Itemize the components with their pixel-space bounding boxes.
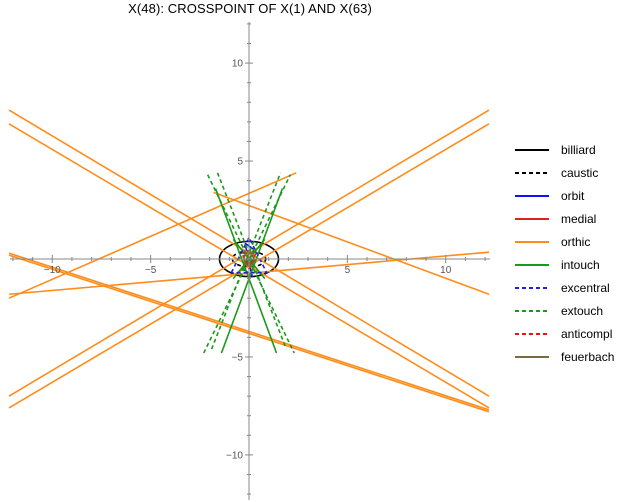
series-extouch-line-3	[210, 172, 282, 350]
legend-swatch	[515, 332, 549, 335]
series-intouch-line-0	[214, 188, 278, 354]
legend-swatch	[515, 286, 549, 289]
series-intouch-line-1	[220, 188, 284, 354]
series-anticompl-line-0	[241, 252, 258, 271]
legend-swatch	[515, 355, 549, 358]
x-tick-label: 10	[440, 265, 452, 276]
y-tick-label: 5	[237, 157, 243, 168]
series-excentral-line-0	[230, 235, 269, 274]
legend-label: medial	[561, 211, 597, 226]
legend-label: excentral	[561, 280, 610, 295]
legend: billiard caustic orbit medial orthic intouch e…	[515, 138, 620, 368]
legend-item-orthic: orthic	[515, 230, 620, 253]
axes-layer: −10 −5 5 10 10 5 −5 −10	[10, 22, 490, 500]
legend-label: anticompl	[561, 326, 613, 341]
legend-label: caustic	[561, 165, 599, 180]
y-tick-label: 10	[232, 59, 244, 70]
x-tick-label: −10	[44, 265, 61, 276]
legend-swatch	[515, 217, 549, 220]
legend-label: intouch	[561, 257, 600, 272]
chart-title: X(48): CROSSPOINT OF X(1) AND X(63)	[128, 1, 372, 16]
legend-swatch	[515, 194, 549, 197]
legend-item-caustic: caustic	[515, 161, 620, 184]
legend-swatch	[515, 240, 549, 243]
x-tick-label: −5	[145, 265, 157, 276]
legend-item-excentral: excentral	[515, 276, 620, 299]
legend-swatch	[515, 171, 549, 174]
legend-item-extouch: extouch	[515, 299, 620, 322]
legend-item-medial: medial	[515, 207, 620, 230]
legend-label: feuerbach	[561, 349, 615, 364]
series-orthic-line-6	[8, 172, 297, 299]
y-tick-label: −5	[232, 352, 244, 363]
series-extouch-line-0	[206, 174, 295, 354]
series-excentral	[230, 235, 269, 274]
legend-label: orthic	[561, 234, 591, 249]
x-tick-label: 5	[345, 265, 351, 276]
series-anticompl	[241, 252, 258, 271]
legend-label: extouch	[561, 303, 604, 318]
legend-swatch	[515, 148, 549, 151]
legend-item-billiard: billiard	[515, 138, 620, 161]
legend-item-intouch: intouch	[515, 253, 620, 276]
legend-swatch	[515, 309, 549, 312]
y-tick-label: −10	[226, 450, 243, 461]
legend-item-feuerbach: feuerbach	[515, 345, 620, 368]
series-orthic-line-7	[213, 191, 490, 296]
plot-area: −10 −5 5 10 10 5 −5 −10	[8, 22, 490, 500]
legend-item-orbit: orbit	[515, 184, 620, 207]
legend-label: orbit	[561, 188, 585, 203]
legend-item-anticompl: anticompl	[515, 322, 620, 345]
legend-swatch	[515, 263, 549, 266]
legend-label: billiard	[561, 142, 596, 157]
